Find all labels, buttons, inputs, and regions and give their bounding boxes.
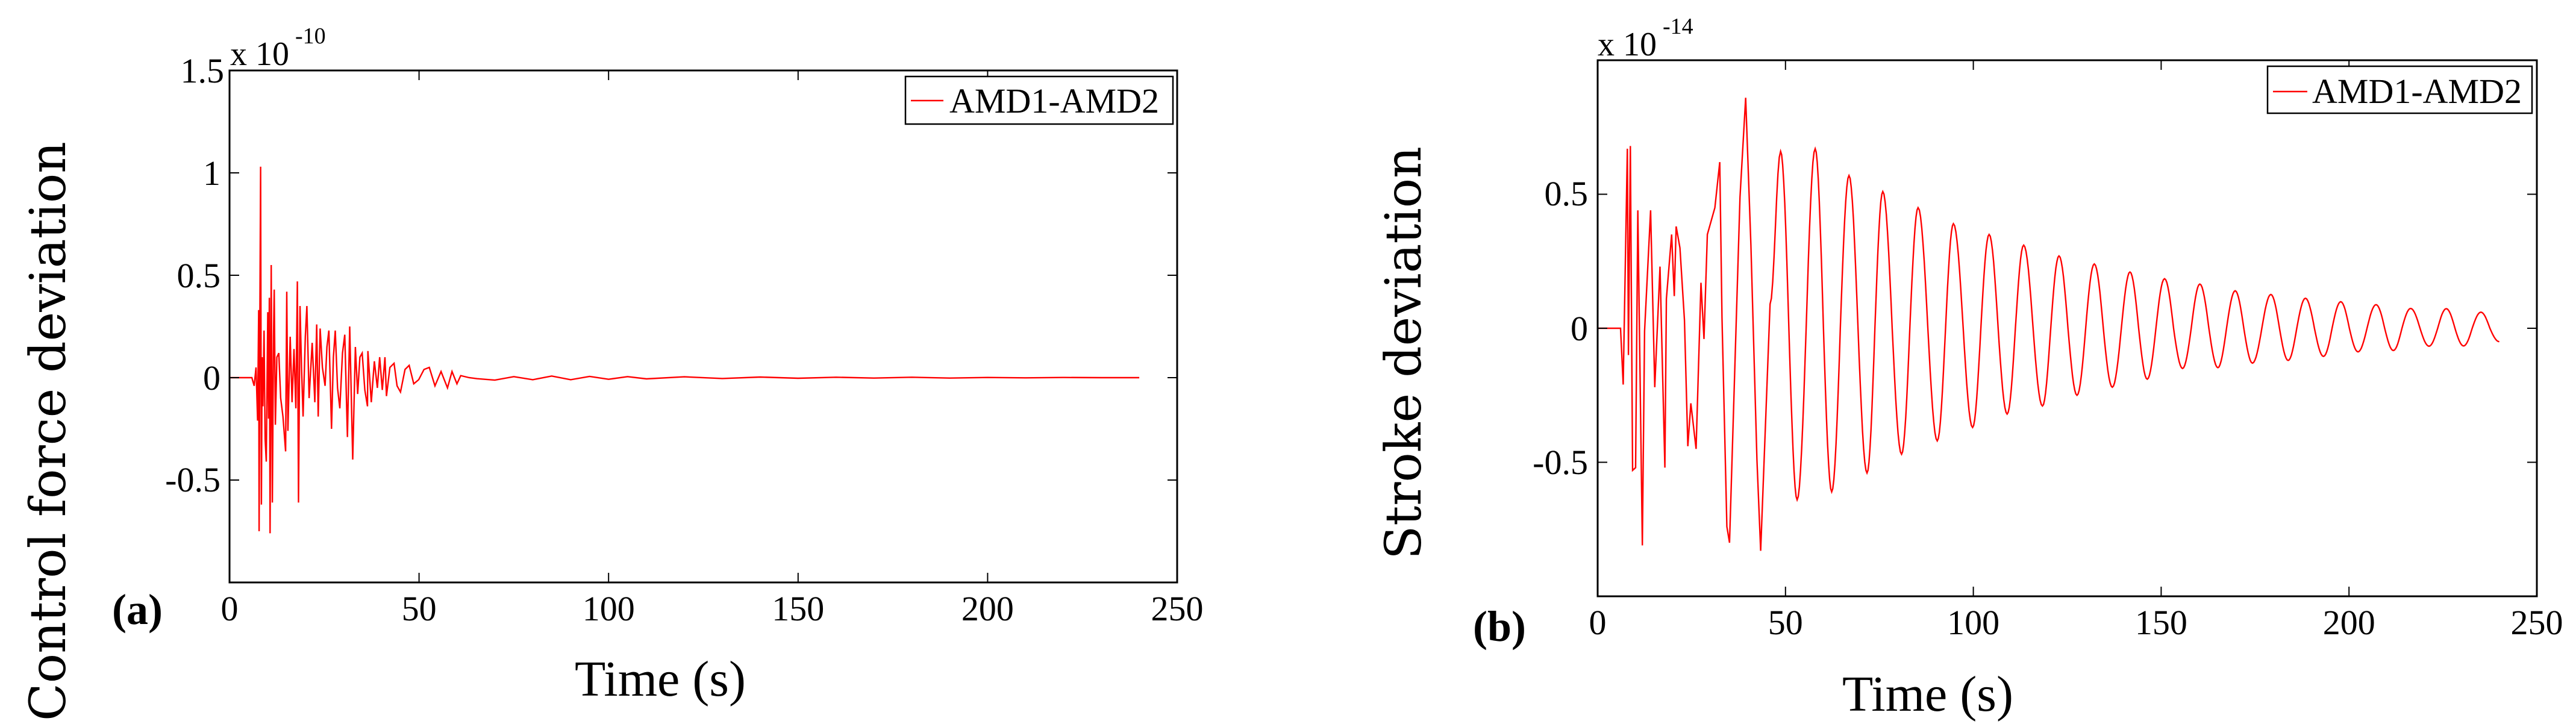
panel-a-ytick-label: 1.5 (181, 51, 225, 90)
panel-a-ticks (229, 70, 1178, 582)
panel-a-xtick-label: 250 (1151, 589, 1204, 628)
panel-a-x-tick-labels: 0 50 100 150 200 250 (221, 589, 1204, 628)
series-line (230, 166, 1140, 534)
panel-a-xtick-label: 100 (583, 589, 635, 628)
panel-a-y-exponent-power: -10 (295, 23, 326, 49)
panel-b-x-axis-label: Time (s) (1842, 666, 2013, 722)
panel-a-ytick-label: 1 (203, 154, 220, 193)
panel-a-xtick-label: 0 (221, 589, 239, 628)
panel-b-series-amd1-amd2 (1598, 98, 2499, 551)
panel-a-x-axis-label: Time (s) (575, 651, 746, 707)
panel-b-y-exponent: x 10 (1598, 26, 1657, 63)
panel-a-axes-frame (228, 69, 1178, 584)
panel-b-legend: AMD1-AMD2 (2266, 65, 2533, 114)
panel-a-xtick-label: 150 (772, 589, 824, 628)
panel-b-legend-box (2266, 65, 2533, 114)
panel-a-xtick-label: 50 (402, 589, 437, 628)
panel-a-y-tick-labels: -0.5 0 0.5 1 1.5 (165, 51, 224, 499)
panel-b-ytick-label: -0.5 (1533, 443, 1588, 482)
panel-b-xtick-label: 200 (2323, 603, 2375, 642)
panel-b-legend-label: AMD1-AMD2 (2312, 72, 2522, 111)
panel-b-ytick-label: 0 (1571, 309, 1588, 348)
series-line (1598, 98, 2499, 551)
panel-b-ticks (1597, 60, 2537, 596)
panel-b-xtick-label: 250 (2511, 603, 2563, 642)
panel-b-ytick-label: 0.5 (1545, 174, 1589, 213)
panel-a: Control force deviation x 10 -10 -0.5 0 … (20, 23, 1204, 721)
panel-a-ytick-label: 0.5 (177, 256, 221, 295)
panel-b-y-exponent-power: -14 (1663, 14, 1693, 39)
panel-b-y-axis-label: Stroke deviation (1375, 146, 1433, 560)
panel-a-plot-area (228, 69, 1178, 584)
panel-a-legend: AMD1-AMD2 (904, 75, 1174, 125)
panel-b-x-tick-labels: 0 50 100 150 200 250 (1589, 603, 2563, 642)
panel-b: Stroke deviation x 10 -14 -0.5 0 0.5 0 5… (1375, 14, 2563, 722)
panel-a-xtick-label: 200 (961, 589, 1014, 628)
panel-b-xtick-label: 150 (2135, 603, 2187, 642)
panel-b-tag: (b) (1473, 602, 1526, 651)
panel-a-series-amd1-amd2 (230, 166, 1140, 534)
panel-a-legend-label: AMD1-AMD2 (949, 81, 1159, 120)
panel-a-legend-box (904, 75, 1174, 125)
panel-b-y-tick-labels: -0.5 0 0.5 (1533, 174, 1588, 482)
panel-a-tag: (a) (112, 585, 163, 634)
panel-a-ytick-label: 0 (203, 358, 220, 398)
panel-b-xtick-label: 50 (1768, 603, 1803, 642)
panel-b-plot-area (1596, 59, 2538, 598)
panel-a-ytick-label: -0.5 (165, 460, 220, 499)
panel-b-xtick-label: 0 (1589, 603, 1607, 642)
panel-b-xtick-label: 100 (1947, 603, 1999, 642)
panel-a-y-axis-label: Control force deviation (20, 142, 77, 721)
panel-a-y-exponent: x 10 (230, 36, 289, 73)
